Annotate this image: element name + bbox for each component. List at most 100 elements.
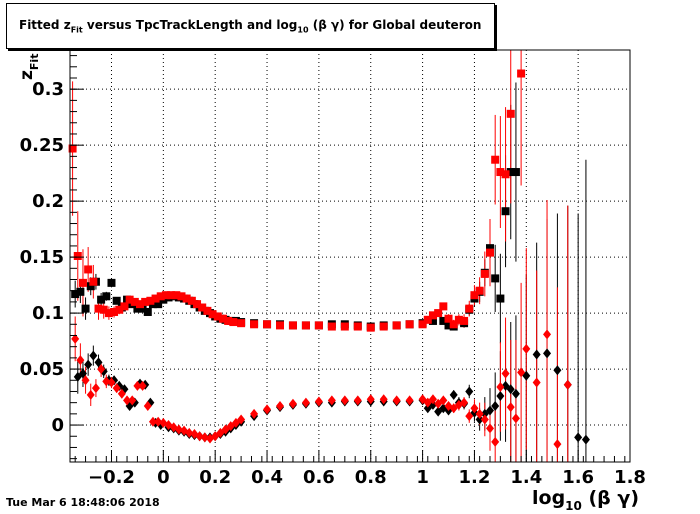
diamond-marker [107,377,116,388]
diamond-marker [475,414,484,425]
diamond-marker [532,377,541,388]
square-marker [250,320,259,329]
diamond-marker [143,401,152,412]
diamond-marker [340,395,349,406]
square-marker [218,314,227,323]
square-marker [130,297,139,306]
diamond-marker [581,434,590,445]
diamond-marker [460,397,469,408]
diamond-marker [543,348,552,359]
y-tick-label: 0.25 [20,135,64,156]
square-marker [496,168,505,177]
y-tick-label: 0.1 [32,303,64,324]
square-marker [84,265,93,274]
diamond-marker [112,383,121,394]
diamond-marker [532,349,541,360]
diamond-marker [543,329,552,340]
y-tick-label: 0 [51,415,64,436]
square-marker [496,294,505,303]
diamond-marker [392,395,401,406]
square-marker [340,322,349,331]
square-marker [491,155,500,164]
diamond-marker [470,403,479,414]
diamond-marker [250,408,259,419]
square-marker [314,321,323,330]
diamond-marker [102,376,111,387]
square-marker [449,320,458,329]
square-marker [379,322,388,331]
square-marker [475,286,484,295]
square-marker [237,319,246,328]
square-marker [439,302,448,311]
square-marker [125,295,134,304]
diamond-marker [327,395,336,406]
diamond-marker [511,413,520,424]
diamond-marker [128,395,137,406]
square-marker [511,168,520,177]
timestamp: Tue Mar 6 18:48:06 2018 [6,496,160,509]
square-marker [86,282,95,291]
diamond-marker [517,367,526,378]
x-tick-label: 1.6 [562,467,594,488]
diamond-marker [496,390,505,401]
y-tick-label: 0.05 [20,359,64,380]
diamond-marker [405,395,414,406]
square-marker [138,304,147,313]
diamond-marker [366,394,375,405]
square-marker [198,303,207,312]
grid-lines [70,50,631,462]
x-axis-title-log: log [532,487,565,509]
square-marker [444,321,453,330]
diamond-marker [276,401,284,412]
x-tick-label: 1 [416,467,429,488]
square-marker [213,312,222,321]
diamond-marker [174,424,183,435]
diamond-marker [138,380,147,391]
x-axis-title-rest: (β γ) [582,487,639,509]
square-marker [439,316,448,325]
square-marker [115,305,124,314]
diamond-marker [200,432,209,443]
square-marker [486,244,494,253]
square-marker [104,309,113,318]
square-marker [301,321,310,330]
diamond-marker [486,423,494,434]
square-marker [177,292,186,301]
diamond-marker [123,395,132,406]
square-marker [99,305,108,314]
square-marker [68,144,77,153]
diamond-marker [480,414,489,425]
diamond-marker [288,398,297,409]
square-marker [107,278,116,287]
x-tick-label: 0.4 [251,467,283,488]
diamond-marker [449,389,458,400]
diamond-marker [553,439,562,450]
square-marker [71,290,80,299]
diamond-marker [263,404,272,415]
square-marker [353,322,362,331]
square-marker [366,323,375,332]
y-tick-label: 0.15 [20,247,64,268]
diamond-marker [84,359,93,370]
square-marker [81,304,90,313]
square-marker [506,109,515,118]
x-tick-label: 1.4 [510,467,542,488]
diamond-marker [91,383,100,394]
square-marker [491,274,500,283]
diamond-marker [475,408,484,419]
title-part-4: 10 [297,25,309,35]
square-marker [229,318,238,327]
square-marker [161,291,170,300]
square-marker [418,320,427,329]
diamond-marker [511,388,520,399]
y-tick-label: 0.3 [32,79,64,100]
diamond-marker [81,375,90,386]
diamond-marker [89,350,98,361]
square-marker [151,294,160,303]
square-marker [102,292,111,301]
square-marker [423,315,432,324]
square-marker [444,314,453,323]
square-marker [133,304,142,313]
diamond-marker [506,384,515,395]
